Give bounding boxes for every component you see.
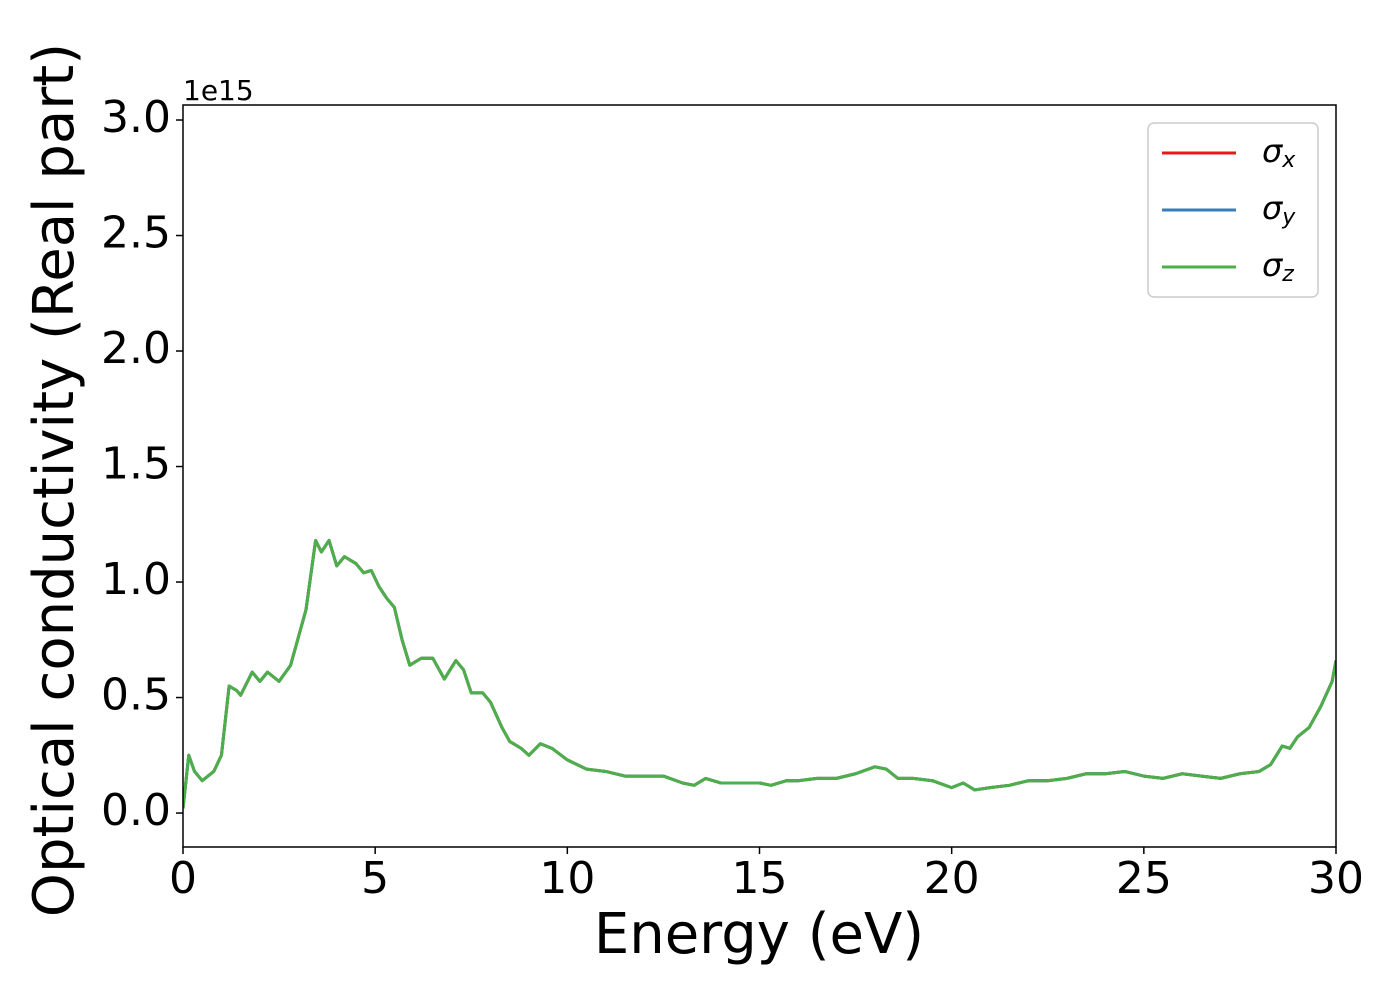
x-tick-label: 10	[539, 853, 595, 904]
series-line	[183, 538, 1336, 809]
series-line	[183, 538, 1336, 809]
y-tick-label: 0.0	[101, 785, 171, 836]
x-tick-label: 30	[1308, 853, 1364, 904]
y-tick-label: 0.5	[101, 670, 171, 721]
x-tick-label: 0	[169, 853, 197, 904]
legend-label: σx	[1262, 132, 1296, 173]
y-tick-label: 3.0	[101, 92, 171, 143]
x-tick-label: 15	[732, 853, 788, 904]
y-offset-label: 1e15	[183, 74, 254, 107]
legend-label: σz	[1262, 246, 1294, 287]
x-axis-label: Energy (eV)	[594, 902, 924, 967]
y-tick-label: 2.5	[101, 208, 171, 259]
y-tick-label: 2.0	[101, 323, 171, 374]
y-tick-label: 1.0	[101, 554, 171, 605]
x-tick-label: 20	[924, 853, 980, 904]
plot-frame	[182, 104, 1337, 848]
legend-label: σy	[1262, 189, 1296, 230]
x-tick-label: 25	[1116, 853, 1172, 904]
y-axis-label: Optical conductivity (Real part)	[22, 43, 87, 917]
x-tick-label: 5	[361, 853, 389, 904]
series-line	[183, 538, 1336, 809]
y-tick-label: 1.5	[101, 439, 171, 490]
